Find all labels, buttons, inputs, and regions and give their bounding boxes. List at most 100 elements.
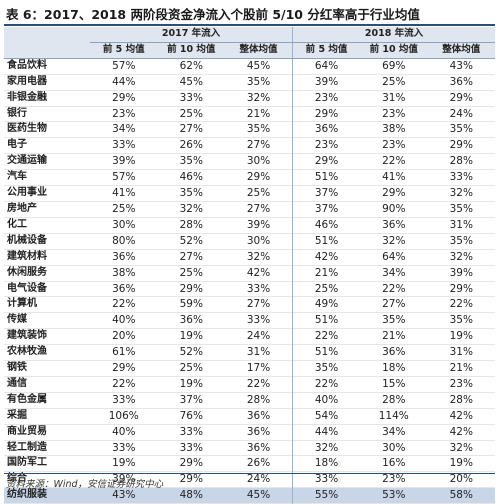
col-header: 前 10 均值 (360, 42, 428, 59)
table-row: 钢铁 29% 25% 17% 35% 18% 21% (4, 360, 496, 377)
value-cell: 28% (449, 393, 473, 406)
value-cell: 58% (427, 487, 496, 504)
table-row: 房地产 25% 32% 27% 37% 90% 35% (4, 201, 496, 218)
value-cell: 21% (382, 330, 406, 343)
industry-name: 银行 (7, 107, 27, 119)
value-cell: 38% (382, 123, 406, 136)
value-cell: 51% (292, 312, 361, 329)
value-cell: 32% (246, 91, 271, 104)
table-row: 机械设备 80% 52% 30% 51% 32% 35% (4, 233, 496, 250)
value-cell: 25% (292, 281, 361, 297)
value-cell: 27% (179, 123, 203, 136)
value-cell: 36% (292, 121, 361, 138)
value-cell: 33% (112, 139, 136, 152)
value-cell: 114% (378, 409, 409, 422)
value-cell: 19% (112, 457, 136, 470)
value-cell: 33% (179, 425, 203, 438)
table-row: 医药生物 34% 27% 35% 36% 38% 35% (4, 121, 496, 138)
value-cell: 16% (382, 457, 406, 470)
table-row: 非银金融 29% 33% 32% 23% 31% 29% (4, 90, 496, 107)
value-cell: 39% (112, 473, 136, 486)
table-row: 汽车 57% 46% 29% 51% 41% 33% (4, 169, 496, 186)
value-cell: 35% (246, 123, 271, 136)
industry-name: 综合 (7, 473, 27, 485)
value-cell: 44% (292, 424, 361, 441)
value-cell: 52% (179, 234, 203, 247)
value-cell: 15% (382, 377, 406, 390)
value-cell: 35% (246, 75, 271, 88)
value-cell: 32% (292, 440, 361, 456)
industry-name: 采掘 (7, 409, 27, 421)
value-cell: 69% (382, 59, 406, 72)
value-cell: 37% (179, 393, 203, 406)
table-row: 计算机 22% 59% 27% 49% 27% 22% (4, 296, 496, 313)
value-cell: 46% (292, 217, 361, 234)
table-row: 采掘 106% 76% 36% 54% 114% 42% (4, 408, 496, 425)
table-row: 轻工制造 33% 33% 36% 32% 30% 32% (4, 440, 496, 456)
value-cell: 23% (112, 107, 136, 120)
value-cell: 39% (112, 155, 136, 168)
industry-name: 国防军工 (7, 457, 47, 469)
value-cell: 30% (246, 234, 271, 247)
value-cell: 34% (382, 266, 406, 279)
value-cell: 33% (246, 314, 271, 327)
industry-name: 农林牧渔 (7, 346, 47, 358)
industry-name: 有色金属 (7, 393, 47, 405)
table-row: 家用电器 44% 45% 35% 39% 25% 36% (4, 74, 496, 91)
table-row: 休闲服务 38% 25% 42% 21% 34% 39% (4, 265, 496, 281)
value-cell: 21% (449, 362, 473, 375)
value-cell: 57% (112, 59, 136, 72)
table-row: 综合 39% 29% 24% 33% 23% 20% (4, 471, 496, 488)
value-cell: 34% (112, 123, 136, 136)
value-cell: 30% (112, 218, 136, 231)
value-cell: 29% (292, 153, 361, 170)
industry-name: 化工 (7, 218, 27, 230)
table-title: 表 6：2017、2018 两阶段资金净流入个股前 5/10 分红率高于行业均值 (6, 7, 420, 22)
table-row: 建筑装饰 20% 19% 24% 22% 21% 19% (4, 328, 496, 345)
value-cell: 33% (179, 441, 203, 454)
value-cell: 31% (449, 218, 473, 231)
col-header: 前 10 均值 (157, 42, 225, 59)
table-row: 电子 33% 26% 27% 23% 23% 29% (4, 137, 496, 154)
value-cell: 20% (449, 473, 473, 486)
value-cell: 21% (246, 107, 271, 120)
table-row: 食品饮料 57% 62% 45% 64% 69% 43% (4, 58, 496, 75)
industry-name: 纺织服装 (4, 487, 90, 504)
value-cell: 106% (108, 409, 139, 422)
data-table: 2017 年流入 2018 年流入 前 5 均值 前 10 均值 整体均值 前 … (4, 27, 496, 504)
value-cell: 76% (179, 409, 203, 422)
column-header-row: 前 5 均值 前 10 均值 整体均值 前 5 均值 前 10 均值 整体均值 (4, 42, 496, 59)
value-cell: 36% (246, 409, 271, 422)
value-cell: 39% (449, 266, 473, 279)
value-cell: 22% (292, 376, 361, 393)
value-cell: 36% (179, 314, 203, 327)
value-cell: 59% (179, 298, 203, 311)
value-cell: 80% (112, 234, 136, 247)
table-row: 纺织服装 43% 48% 45% 55% 53% 58% (4, 487, 496, 504)
value-cell: 25% (179, 107, 203, 120)
industry-name: 汽车 (7, 171, 27, 183)
col-header: 前 5 均值 (90, 42, 158, 59)
value-cell: 35% (179, 155, 203, 168)
value-cell: 39% (292, 74, 361, 91)
industry-name: 家用电器 (7, 75, 47, 87)
value-cell: 29% (292, 106, 361, 122)
value-cell: 36% (112, 250, 136, 263)
value-cell: 43% (90, 487, 158, 504)
industry-name: 交通运输 (7, 155, 47, 167)
col-header: 整体均值 (225, 42, 293, 59)
value-cell: 26% (179, 139, 203, 152)
value-cell: 33% (112, 441, 136, 454)
value-cell: 44% (112, 75, 136, 88)
value-cell: 51% (292, 169, 361, 186)
value-cell: 41% (382, 171, 406, 184)
value-cell: 64% (382, 250, 406, 263)
industry-name: 电气设备 (7, 282, 47, 294)
value-cell: 25% (246, 187, 271, 200)
bottom-rule (4, 473, 495, 474)
value-cell: 22% (449, 298, 473, 311)
group-header-2018: 2018 年流入 (292, 27, 496, 43)
value-cell: 33% (292, 471, 361, 488)
value-cell: 28% (246, 393, 271, 406)
value-cell: 22% (246, 377, 271, 390)
